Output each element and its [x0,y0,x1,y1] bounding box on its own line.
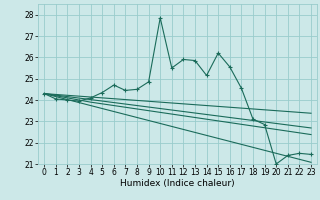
X-axis label: Humidex (Indice chaleur): Humidex (Indice chaleur) [120,179,235,188]
